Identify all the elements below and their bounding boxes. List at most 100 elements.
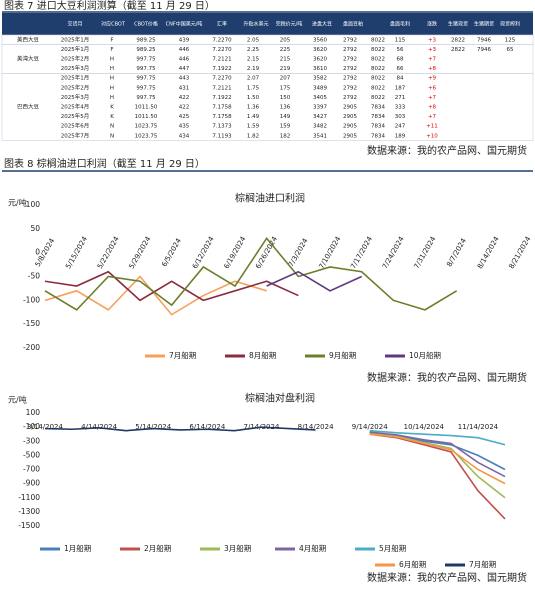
legend-label: 10月船期: [409, 350, 441, 360]
cell: +7: [428, 114, 437, 120]
cell: 8022: [371, 57, 385, 63]
cell: 7.1758: [212, 114, 232, 120]
cell: 225: [280, 47, 291, 53]
x-tick-label: 8/21/2024: [508, 235, 533, 271]
cell: 8022: [371, 37, 385, 43]
cell: 7834: [371, 105, 385, 111]
cell: 187: [395, 85, 406, 91]
cell: 247: [395, 124, 406, 130]
cell: 68: [397, 57, 404, 63]
y-tick-label: -50: [28, 272, 40, 281]
cell: 8022: [371, 47, 385, 53]
legend-label: 6月船期: [399, 559, 426, 569]
cell: 2.15: [247, 57, 260, 63]
cell: +3: [428, 47, 437, 53]
cell: 3405: [313, 95, 327, 101]
cell: 1023.75: [135, 124, 158, 130]
header-cell: CBOT价格: [134, 21, 158, 28]
cell: 2.07: [247, 76, 260, 82]
cell: 205: [280, 37, 291, 43]
cell: 56: [397, 47, 404, 53]
cell: 136: [280, 105, 291, 111]
x-tick-label: 7/24/2024: [381, 235, 406, 271]
table-title: 图表 7 进口大豆利润测算（截至 11 月 29 日）: [4, 0, 215, 12]
cell: 8022: [371, 66, 385, 72]
legend-label: 7月船期: [169, 350, 196, 360]
cell: 7.1922: [212, 66, 231, 72]
cell: 66: [397, 66, 404, 72]
x-tick-label: 5/14/2024: [135, 423, 171, 431]
x-tick-label: 10/14/2024: [404, 423, 445, 431]
series-line: [266, 270, 362, 292]
x-tick-label: 8/7/2024: [445, 237, 468, 269]
series-line: [369, 433, 506, 485]
cell: 7946: [477, 47, 491, 53]
cell: 443: [179, 76, 190, 82]
cell: 7.1193: [212, 133, 232, 139]
cell: 333: [395, 105, 406, 111]
header-cell: 汇率: [217, 21, 227, 28]
header-cell: CNF中国美元/吨: [166, 21, 203, 28]
cell: 2.25: [247, 47, 260, 53]
y-tick-label: -150: [23, 319, 40, 328]
x-tick-label: 11/14/2024: [458, 423, 499, 431]
cell: 2025年3月: [61, 93, 90, 101]
header-cell: 生猪期货: [474, 21, 494, 28]
cell: 422: [179, 105, 190, 111]
cell: 3489: [313, 85, 327, 91]
x-tick-label: 8/14/2024: [298, 423, 334, 431]
cell: 125: [505, 37, 516, 43]
cell: 65: [507, 47, 514, 53]
legend-label: 2月船期: [144, 543, 171, 553]
cell: 175: [280, 85, 291, 91]
cell: +3: [428, 37, 437, 43]
cell: 422: [179, 95, 190, 101]
cell: 2025年7月: [61, 131, 90, 139]
header-cell: 盘面豆粕: [343, 21, 363, 28]
y-tick-label: 100: [26, 200, 41, 209]
header-cell: 盘面毛利: [390, 21, 410, 28]
cell: 7946: [477, 37, 491, 43]
cell: 3397: [313, 105, 327, 111]
y-tick-label: -1300: [18, 507, 40, 516]
group-label: 美西大豆: [17, 35, 40, 43]
cell: 7.2270: [212, 47, 232, 53]
y-tick-label: 100: [26, 408, 41, 417]
legend-label: 7月船期: [469, 559, 496, 569]
cell: 2792: [343, 47, 357, 53]
cell: 1.50: [247, 95, 260, 101]
cell: 7.2270: [212, 37, 232, 43]
cell: N: [110, 124, 114, 130]
cell: 447: [179, 66, 190, 72]
cell: 997.75: [136, 85, 156, 91]
cell: 1.36: [247, 105, 260, 111]
cell: 2792: [343, 95, 357, 101]
cell: 3620: [313, 47, 327, 53]
x-tick-label: 3/14/2024: [27, 423, 63, 431]
y-axis-label: 元/吨: [8, 198, 27, 208]
cell: 7.2270: [212, 76, 232, 82]
header-cell: 涨跌: [427, 21, 437, 28]
cell: 2.19: [247, 66, 260, 72]
cell: 431: [179, 85, 190, 91]
cell: 7834: [371, 114, 385, 120]
cell: 1.82: [247, 133, 259, 139]
cell: +6: [428, 85, 437, 91]
cell: +10: [426, 133, 438, 139]
cell: 2025年5月: [61, 112, 90, 120]
x-tick-label: 6/12/2024: [191, 235, 216, 271]
cell: 2792: [343, 85, 357, 91]
cell: 2792: [343, 37, 357, 43]
cell: +9: [428, 76, 437, 82]
cell: 3582: [313, 76, 327, 82]
chart-title: 棕榈油进口利润: [235, 192, 305, 205]
cell: 425: [179, 114, 190, 120]
cell: 1023.75: [135, 133, 158, 139]
cell: K: [110, 105, 114, 111]
cell: 3482: [313, 124, 327, 130]
legend-label: 5月船期: [379, 543, 406, 553]
series-line: [44, 426, 316, 432]
cell: F: [110, 37, 113, 43]
cell: 2025年4月: [61, 103, 90, 111]
legend-label: 9月船期: [329, 350, 356, 360]
